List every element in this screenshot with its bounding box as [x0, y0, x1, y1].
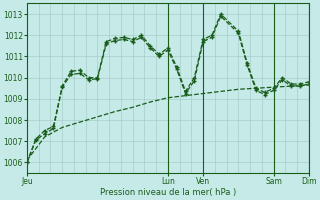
X-axis label: Pression niveau de la mer( hPa ): Pression niveau de la mer( hPa ) [100, 188, 236, 197]
